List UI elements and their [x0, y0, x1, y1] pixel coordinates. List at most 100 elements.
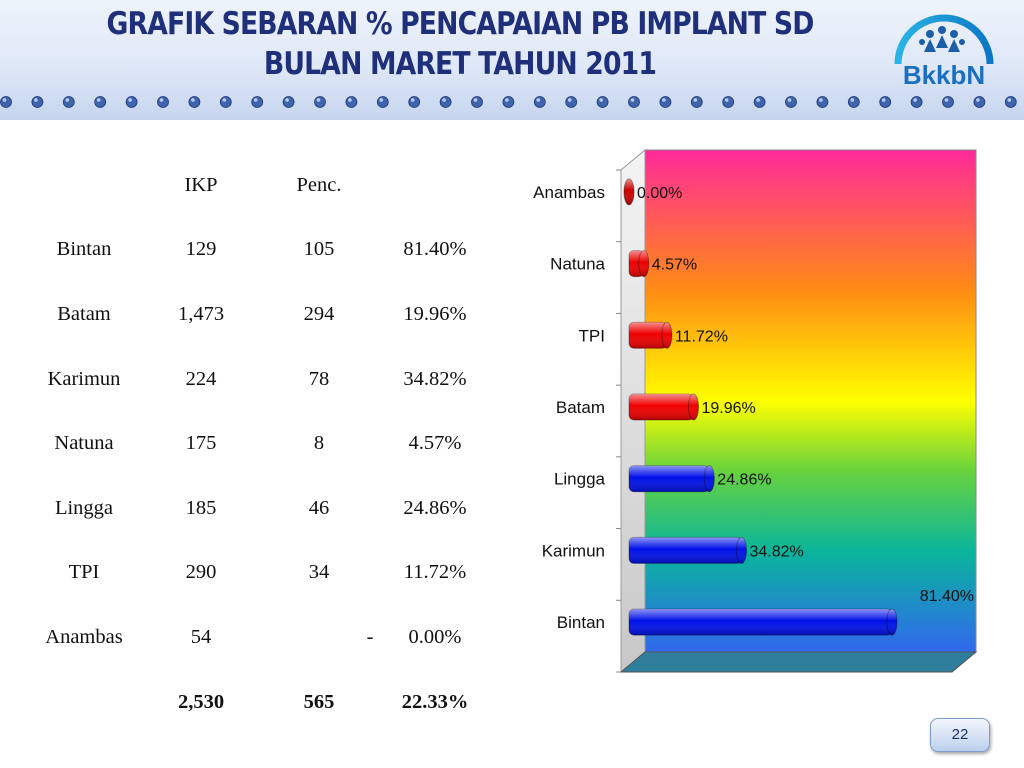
row-penc-bintan: 105: [303, 238, 335, 260]
bar-shading: [629, 394, 694, 420]
chart-data-labels: 0.00% 4.57% 11.72% 19.96% 24.86% 34.82% 81.40%: [637, 185, 974, 605]
divider-dot: [219, 96, 232, 108]
row-ikp-anambas: 54: [190, 626, 212, 648]
divider-dot: [314, 96, 326, 108]
data-table: IKP Penc. Bintan 129 105 81.40% Batam 1,…: [20, 160, 500, 730]
slide-title: GRAFIK SEBARAN % PENCAPAIAN PB IMPLANT S…: [99, 4, 821, 84]
divider-dot-shine: [724, 98, 729, 102]
divider-dot: [282, 96, 295, 108]
divider-dot-shine: [693, 98, 698, 102]
data-label: 11.72%: [675, 328, 728, 345]
bar-cap-shading: [736, 537, 747, 564]
divider-dot-shine: [819, 98, 823, 102]
row-pct-karimun: 34.82%: [403, 368, 467, 390]
divider-dot: [722, 96, 735, 108]
divider-dot: [628, 96, 640, 108]
bar-lingga: [628, 465, 715, 493]
divider-dot-shine: [630, 98, 635, 102]
divider-dot-shine: [913, 98, 917, 102]
data-label: 0.00%: [637, 185, 682, 202]
chart-bars: [623, 178, 898, 636]
divider-dot-shine: [473, 98, 478, 102]
bar-shading: [629, 609, 892, 636]
title-line-2: BULAN MARET TAHUN 2011: [263, 46, 657, 82]
category-label: Karimun: [542, 541, 605, 560]
divider-dot-shine: [536, 98, 541, 102]
divider-dot: [0, 96, 12, 108]
row-pct-batam: 19.96%: [403, 303, 467, 325]
divider-dot-shine: [756, 98, 760, 102]
bar-cap-shading: [704, 465, 715, 492]
bar-karimun: [628, 536, 747, 564]
data-label: 4.57%: [652, 257, 697, 274]
row-pct-natuna: 4.57%: [408, 432, 462, 454]
bar-batam: [628, 393, 699, 421]
divider-dot: [1004, 96, 1017, 108]
divider-dot-shine: [253, 98, 258, 102]
row-name-tpi: TPI: [68, 561, 100, 583]
divider-dot-shine: [65, 98, 70, 102]
row-ikp-natuna: 175: [185, 432, 217, 454]
divider-dot-shine: [410, 98, 415, 102]
divider-dot-shine: [850, 98, 855, 102]
divider-dot: [502, 96, 515, 108]
row-pct-anambas: 0.00%: [408, 626, 462, 648]
row-ikp-karimun: 224: [185, 368, 217, 390]
row-pct-tpi: 11.72%: [403, 561, 467, 583]
divider-dot-shine: [567, 98, 572, 102]
category-label: Bintan: [557, 613, 605, 632]
divider-dot-shine: [191, 98, 195, 102]
divider-dot: [690, 96, 703, 108]
divider-dot-shine: [662, 98, 666, 102]
category-label: Lingga: [554, 470, 606, 489]
row-ikp-tpi: 290: [185, 561, 217, 583]
bar-anambas: [623, 178, 635, 206]
row-penc-tpi: 34: [308, 561, 330, 583]
divider-dot-shine: [159, 98, 164, 102]
bar-bintan: [628, 608, 898, 636]
category-label: TPI: [579, 326, 605, 345]
total-ikp: 2,530: [177, 691, 225, 713]
bar-cap-shading: [886, 609, 897, 636]
divider-dot: [125, 96, 138, 108]
divider-dot: [31, 96, 44, 108]
divider-dot: [785, 96, 797, 108]
divider-dot-shine: [96, 98, 101, 102]
chart-floor: [619, 651, 978, 673]
total-penc: 565: [303, 691, 335, 713]
bar-chart: Anambas Natuna TPI Batam Lingga Karimun Bintan…: [533, 148, 978, 674]
row-penc-lingga: 46: [308, 497, 330, 519]
row-name-natuna: Natuna: [54, 432, 114, 454]
divider-dot: [596, 96, 609, 108]
divider-dot: [408, 96, 421, 108]
bar-natuna: [628, 250, 650, 278]
dotted-divider: [0, 96, 1017, 108]
divider-dot-shine: [2, 98, 7, 102]
bar-shading: [629, 465, 710, 492]
chart-category-labels: Anambas Natuna TPI Batam Lingga Karimun Bintan: [533, 183, 605, 632]
divider-dot: [879, 96, 892, 108]
row-name-anambas: Anambas: [45, 626, 123, 648]
data-label: 81.40%: [920, 588, 974, 605]
divider-dot-shine: [505, 98, 509, 102]
data-label: 24.86%: [717, 472, 771, 489]
divider-dot-shine: [348, 98, 352, 102]
divider-dot: [847, 96, 860, 108]
logo-text: BkkbN: [903, 60, 985, 90]
page-number: 22: [930, 718, 990, 752]
divider-dot-shine: [599, 98, 603, 102]
divider-dot: [942, 96, 954, 108]
row-pct-bintan: 81.40%: [403, 238, 467, 260]
divider-dot: [188, 96, 201, 108]
divider-dot-shine: [222, 98, 227, 102]
divider-dot: [345, 96, 358, 108]
row-penc-karimun: 78: [308, 368, 330, 390]
category-label: Batam: [556, 398, 605, 417]
bar-cap-shading: [661, 322, 672, 349]
column-header-ikp: IKP: [184, 174, 218, 196]
divider-dot: [157, 96, 169, 108]
row-ikp-bintan: 129: [185, 238, 217, 260]
bkkbn-logo: BkkbN: [888, 12, 1000, 92]
divider-dot-shine: [787, 98, 792, 102]
bar-shading: [629, 322, 667, 349]
